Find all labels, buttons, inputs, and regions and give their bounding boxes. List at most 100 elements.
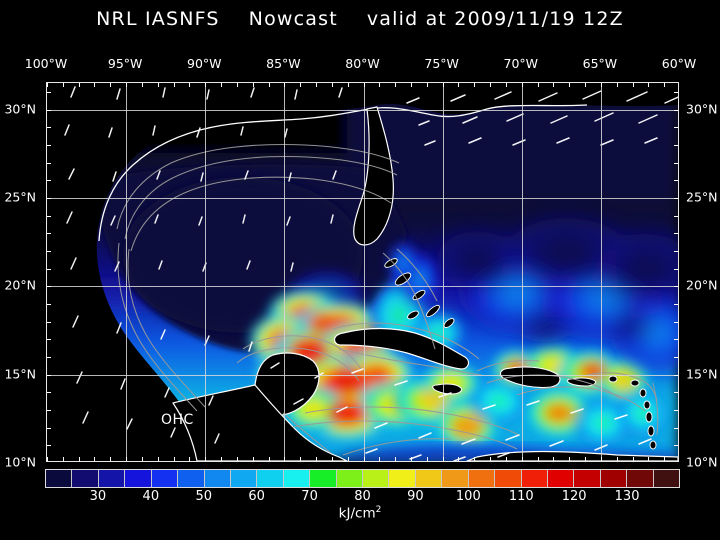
axis-minor-tick — [674, 127, 678, 128]
axis-minor-tick — [474, 83, 475, 87]
axis-minor-tick — [47, 322, 51, 323]
gridline-vertical — [601, 83, 602, 461]
gridline-vertical — [284, 83, 285, 461]
colorbar-cell — [98, 470, 126, 487]
axis-minor-tick — [189, 83, 190, 87]
axis-minor-tick — [411, 457, 412, 461]
colorbar-cell — [257, 470, 284, 487]
axis-minor-tick — [379, 457, 380, 461]
latitude-label-right-15N: 15°N — [686, 366, 718, 382]
axis-minor-tick — [538, 457, 539, 461]
axis-minor-tick — [674, 251, 678, 252]
axis-minor-tick — [633, 457, 634, 461]
axis-minor-tick — [47, 286, 51, 287]
axis-minor-tick — [674, 357, 678, 358]
colorbar-tick-30: 30 — [89, 489, 107, 504]
latitude-label-left-30N: 30°N — [4, 101, 36, 116]
longitude-label-85W: 85°W — [266, 56, 301, 71]
axis-minor-tick — [674, 322, 678, 323]
axis-minor-tick — [63, 83, 64, 87]
axis-minor-tick — [316, 457, 317, 461]
axis-minor-tick — [126, 83, 127, 87]
axis-minor-tick — [126, 457, 127, 461]
axis-minor-tick — [553, 83, 554, 87]
axis-minor-tick — [601, 83, 602, 87]
colorbar-cell — [72, 470, 99, 487]
axis-minor-tick — [94, 457, 95, 461]
colorbar-cell — [521, 470, 549, 487]
ohc-field-raster — [47, 83, 678, 461]
gridline-vertical — [205, 83, 206, 461]
axis-minor-tick — [395, 457, 396, 461]
axis-minor-tick — [674, 198, 678, 199]
axis-minor-tick — [674, 286, 678, 287]
axis-minor-tick — [47, 428, 51, 429]
latitude-label-left-15N: 15°N — [4, 366, 36, 382]
axis-minor-tick — [79, 83, 80, 87]
axis-minor-tick — [284, 457, 285, 461]
latitude-label-right-30N: 30°N — [686, 101, 718, 116]
longitude-label-80W: 80°W — [345, 56, 380, 71]
colorbar-unit-text: kJ/cm — [338, 505, 376, 522]
longitude-label-100W: 100°W — [24, 56, 68, 71]
colorbar-cell — [283, 470, 311, 487]
axis-minor-tick — [379, 83, 380, 87]
axis-minor-tick — [110, 457, 111, 461]
axis-minor-tick — [601, 457, 602, 461]
colorbar-cell — [46, 470, 73, 487]
latitude-label-right-10N: 10°N — [686, 454, 718, 470]
axis-minor-tick — [316, 83, 317, 87]
colorbar-tick-120: 120 — [561, 489, 587, 504]
axis-minor-tick — [47, 92, 51, 93]
axis-minor-tick — [205, 83, 206, 87]
colorbar-cell — [468, 470, 496, 487]
gridline-vertical — [364, 83, 365, 461]
axis-minor-tick — [674, 145, 678, 146]
axis-minor-tick — [205, 457, 206, 461]
colorbar-cell — [310, 470, 337, 487]
colorbar-cell — [653, 470, 680, 487]
axis-minor-tick — [253, 457, 254, 461]
colorbar-cell — [627, 470, 654, 487]
axis-minor-tick — [47, 198, 51, 199]
axis-minor-tick — [348, 457, 349, 461]
axis-minor-tick — [237, 83, 238, 87]
colorbar-tick-110: 110 — [508, 489, 534, 504]
axis-minor-tick — [674, 410, 678, 411]
axis-minor-tick — [617, 457, 618, 461]
axis-minor-tick — [253, 83, 254, 87]
axis-minor-tick — [674, 339, 678, 340]
colorbar-tick-90: 90 — [407, 489, 424, 504]
colorbar-tick-130: 130 — [614, 489, 640, 504]
axis-minor-tick — [158, 83, 159, 87]
colorbar-tick-50: 50 — [195, 489, 213, 504]
axis-minor-tick — [427, 457, 428, 461]
axis-minor-tick — [443, 457, 444, 461]
colorbar-cell — [204, 470, 231, 487]
axis-minor-tick — [674, 216, 678, 217]
axis-minor-tick — [47, 304, 51, 305]
gridline-horizontal — [47, 110, 678, 111]
axis-minor-tick — [674, 163, 678, 164]
colorbar-cell — [415, 470, 443, 487]
axis-minor-tick — [522, 457, 523, 461]
axis-minor-tick — [674, 92, 678, 93]
axis-minor-tick — [617, 83, 618, 87]
gridline-horizontal — [47, 375, 678, 376]
colorbar-tick-100: 100 — [455, 489, 481, 504]
map-plot-area: OHC — [46, 82, 679, 462]
axis-minor-tick — [411, 83, 412, 87]
colorbar-cell — [363, 470, 390, 487]
axis-minor-tick — [538, 83, 539, 87]
colorbar-unit-exponent: 2 — [375, 505, 382, 515]
axis-minor-tick — [47, 392, 51, 393]
gridline-vertical — [522, 83, 523, 461]
gridline-vertical — [443, 83, 444, 461]
axis-minor-tick — [364, 457, 365, 461]
axis-minor-tick — [633, 83, 634, 87]
axis-minor-tick — [585, 457, 586, 461]
colorbar-cell — [389, 470, 416, 487]
axis-minor-tick — [443, 83, 444, 87]
axis-minor-tick — [47, 457, 48, 461]
axis-minor-tick — [142, 83, 143, 87]
